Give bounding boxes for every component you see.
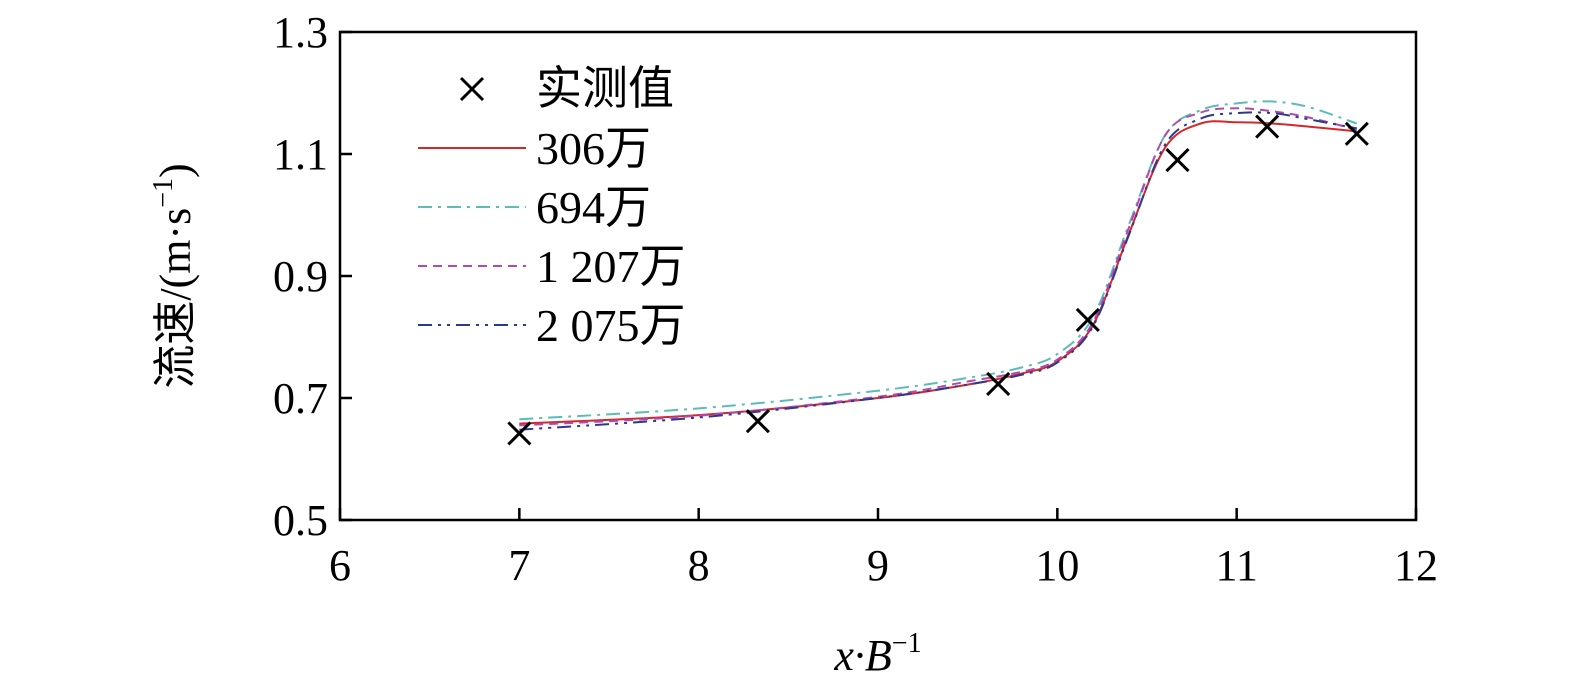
legend-label-measured: 实测值	[536, 63, 674, 114]
legend-measured-cross	[459, 76, 485, 102]
x-tick-label: 11	[1215, 541, 1257, 590]
legend-label-series-2: 1 207万	[536, 241, 686, 292]
legend-item-series-3: 2 075万	[418, 300, 686, 351]
measured-point	[1165, 148, 1190, 173]
x-tick-label: 7	[508, 541, 530, 590]
legend-item-series-0: 306万	[418, 123, 651, 174]
y-tick-label: 0.7	[273, 374, 328, 423]
legend-measured-marker	[459, 76, 485, 102]
measured-point	[1075, 307, 1100, 332]
x-axis: 6 7 8 9 10 11 12	[329, 508, 1438, 590]
legend-item-measured: 实测值	[459, 63, 674, 114]
y-axis-label-main: 流速/(m·s	[151, 208, 200, 389]
legend: 实测值 306万 694万 1 207万 2 075万	[418, 63, 686, 351]
series-line-1	[519, 100, 1358, 421]
x-axis-label-sup: −1	[892, 628, 922, 659]
y-tick-label: 1.1	[273, 130, 328, 179]
y-axis: 0.5 0.7 0.9 1.1 1.3	[273, 8, 352, 545]
y-tick-label: 0.5	[273, 496, 328, 545]
y-tick-label: 0.9	[273, 252, 328, 301]
legend-item-series-2: 1 207万	[418, 241, 686, 292]
legend-label-series-3: 2 075万	[536, 300, 686, 351]
x-tick-label: 10	[1035, 541, 1079, 590]
x-tick-label: 6	[329, 541, 351, 590]
legend-label-series-1: 694万	[536, 182, 651, 233]
y-axis-label: 流速/(m·s−1)	[148, 163, 200, 388]
measured-point	[745, 409, 770, 434]
measured-point	[986, 371, 1011, 397]
y-axis-label-sup: −1	[148, 178, 179, 208]
legend-item-series-1: 694万	[418, 182, 651, 233]
y-tick-label: 1.3	[273, 8, 328, 57]
x-tick-label: 8	[688, 541, 710, 590]
plot-frame	[338, 30, 1418, 522]
x-tick-label: 9	[867, 541, 889, 590]
measured-point	[1255, 114, 1280, 139]
legend-label-series-0: 306万	[536, 123, 651, 174]
x-axis-label: x·B−1	[833, 628, 921, 680]
series-line-2	[519, 107, 1358, 427]
measured-point	[507, 421, 532, 446]
measured-point	[1344, 121, 1369, 146]
x-axis-label-main: x·B	[833, 631, 891, 680]
y-axis-label-tail: )	[151, 163, 200, 178]
x-tick-label: 12	[1394, 541, 1438, 590]
measured-markers	[507, 114, 1369, 446]
